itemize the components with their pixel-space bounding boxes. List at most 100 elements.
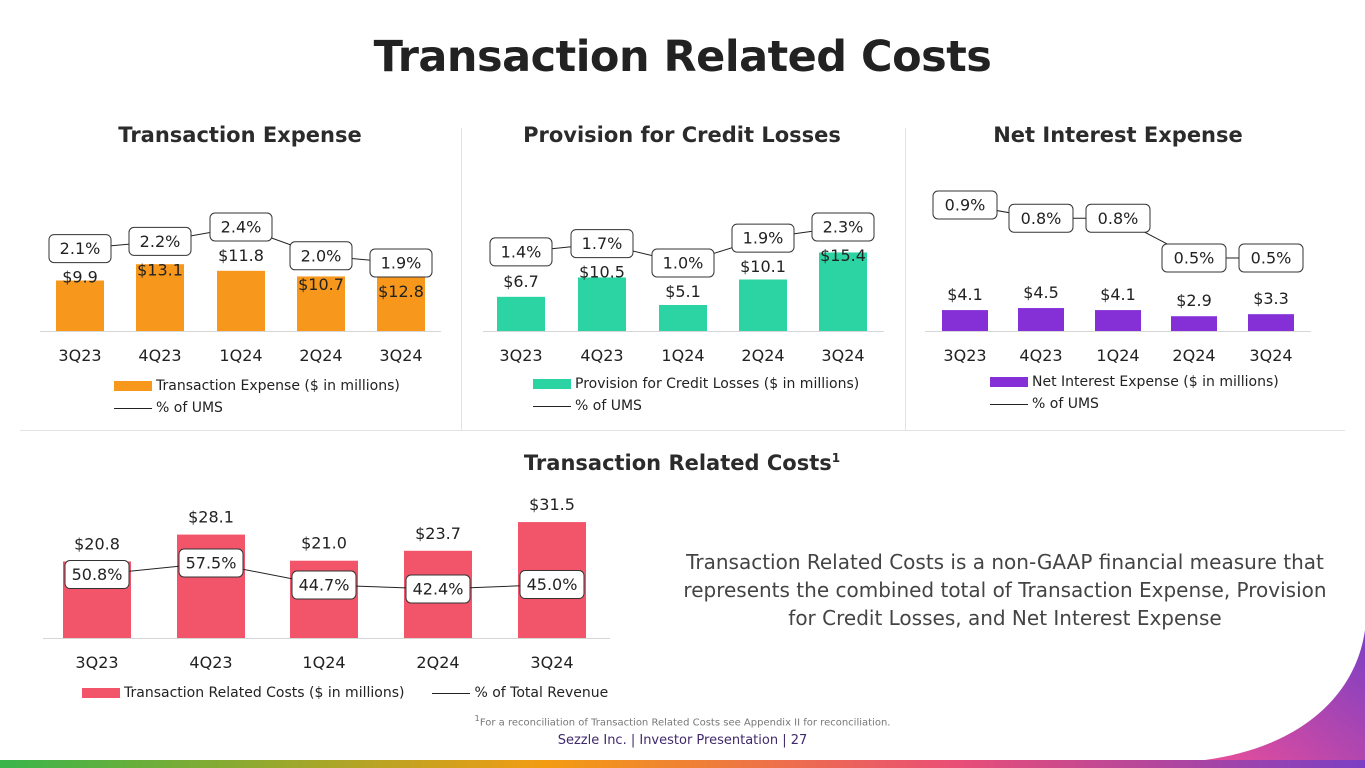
legend-line-label: % of UMS — [156, 400, 223, 416]
bar — [739, 279, 787, 331]
chart-title-provision: Provision for Credit Losses — [523, 123, 841, 147]
pct-label: 2.1% — [60, 239, 101, 258]
legend-net-interest: Net Interest Expense ($ in millions) % o… — [990, 371, 1279, 415]
value-label: $4.5 — [1023, 283, 1059, 302]
footnote: 1For a reconciliation of Transaction Rel… — [474, 713, 891, 729]
legend-line — [990, 403, 1028, 405]
chart-title-total: Transaction Related Costs1 — [523, 451, 841, 475]
bar — [942, 310, 988, 331]
legend-line-label: % of UMS — [575, 398, 642, 414]
pct-label: 44.7% — [299, 576, 350, 595]
pct-label: 42.4% — [413, 580, 464, 599]
pct-label: 2.0% — [301, 246, 342, 265]
pct-box — [405, 574, 471, 604]
divider-left — [461, 128, 462, 430]
tick-label: 4Q23 — [138, 346, 181, 365]
tick-label: 1Q24 — [302, 653, 345, 672]
value-label: $15.4 — [820, 246, 866, 265]
legend-swatch — [114, 381, 152, 391]
legend-line-label: % of Total Revenue — [474, 685, 609, 701]
pct-label: 1.9% — [381, 254, 422, 273]
bar — [1018, 308, 1064, 331]
value-label: $20.8 — [74, 534, 120, 553]
legend-line — [533, 405, 571, 407]
pct-label: 1.9% — [743, 229, 784, 248]
bar — [1248, 314, 1294, 331]
tick-label: 1Q24 — [661, 346, 704, 365]
pct-label: 1.7% — [582, 234, 623, 253]
tick-label: 2Q24 — [299, 346, 342, 365]
value-label: $3.3 — [1253, 289, 1289, 308]
value-label: $9.9 — [62, 268, 98, 287]
bar — [56, 280, 104, 331]
legend-line-label: % of UMS — [1032, 396, 1099, 412]
tick-label: 2Q24 — [1172, 346, 1215, 365]
pct-box — [811, 212, 875, 242]
tick-label: 4Q23 — [1019, 346, 1062, 365]
tick-label: 3Q24 — [1249, 346, 1292, 365]
pct-label: 0.8% — [1098, 209, 1139, 228]
pct-box — [178, 548, 244, 578]
pct-box — [932, 190, 998, 220]
value-label: $10.7 — [298, 275, 344, 294]
bar — [819, 252, 867, 331]
pct-box — [291, 570, 357, 600]
pct-label: 57.5% — [186, 554, 237, 573]
legend-bar-label: Transaction Related Costs ($ in millions… — [124, 685, 405, 701]
legend-bar-label: Provision for Credit Losses ($ in millio… — [575, 376, 860, 392]
value-label: $31.5 — [529, 495, 575, 514]
tick-label: 1Q24 — [1096, 346, 1139, 365]
value-label: $28.1 — [188, 508, 234, 527]
value-label: $10.5 — [579, 263, 625, 282]
tick-label: 3Q24 — [821, 346, 864, 365]
tick-label: 3Q23 — [58, 346, 101, 365]
bar — [217, 270, 265, 331]
value-label: $23.7 — [415, 524, 461, 543]
pct-box — [651, 248, 715, 278]
tick-label: 4Q23 — [189, 653, 232, 672]
pct-box — [1238, 243, 1304, 273]
chart-title-transaction-expense: Transaction Expense — [118, 123, 362, 147]
chart-title-net-interest: Net Interest Expense — [993, 123, 1243, 147]
bar — [136, 264, 184, 331]
summary-text: Transaction Related Costs is a non-GAAP … — [683, 550, 1327, 630]
pct-label: 0.5% — [1174, 249, 1215, 268]
pct-label: 50.8% — [72, 565, 123, 584]
value-label: $12.8 — [378, 282, 424, 301]
tick-label: 3Q23 — [943, 346, 986, 365]
pct-box — [209, 212, 273, 242]
legend-bar-label: Net Interest Expense ($ in millions) — [1032, 374, 1279, 390]
pct-box — [1085, 203, 1151, 233]
pct-box — [489, 237, 553, 267]
pct-label: 0.8% — [1021, 209, 1062, 228]
divider-horizontal — [20, 430, 1345, 431]
value-label: $4.1 — [1100, 285, 1136, 304]
bottom-gradient-bar — [0, 760, 1365, 768]
value-label: $11.8 — [218, 246, 264, 265]
page-title: Transaction Related Costs — [373, 32, 992, 82]
value-label: $5.1 — [665, 282, 701, 301]
tick-label: 2Q24 — [741, 346, 784, 365]
tick-label: 1Q24 — [219, 346, 262, 365]
value-label: $10.1 — [740, 257, 786, 276]
divider-right — [905, 128, 906, 430]
pct-label: 2.4% — [221, 218, 262, 237]
value-label: $21.0 — [301, 534, 347, 553]
pct-box — [64, 560, 130, 590]
pct-box — [369, 248, 433, 278]
legend-swatch — [82, 688, 120, 698]
bar — [1095, 310, 1141, 331]
tick-label: 3Q24 — [530, 653, 573, 672]
legend-line — [432, 692, 471, 694]
pct-label: 2.3% — [823, 218, 864, 237]
pct-box — [128, 226, 192, 256]
bar — [297, 276, 345, 331]
value-label: $4.1 — [947, 285, 983, 304]
tick-label: 3Q23 — [75, 653, 118, 672]
pct-box — [289, 241, 353, 271]
tick-label: 3Q23 — [499, 346, 542, 365]
tick-label: 2Q24 — [416, 653, 459, 672]
pct-label: 0.9% — [945, 196, 986, 215]
chart-provision-credit-losses: $6.7 $10.5 $5.1 $10.1 $15.4 1.4% 1.7% 1.0% 1.9% 2… — [483, 212, 884, 365]
pct-label: 2.2% — [140, 232, 181, 251]
